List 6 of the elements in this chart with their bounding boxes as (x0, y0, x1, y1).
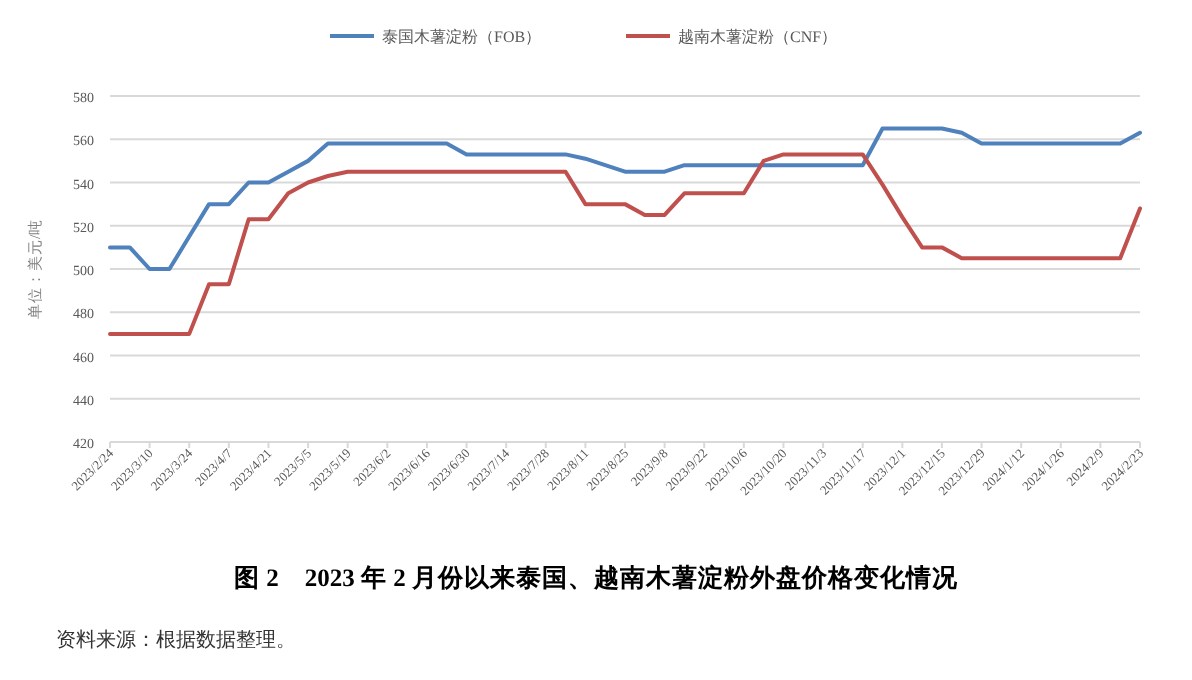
legend-label: 越南木薯淀粉（CNF） (678, 28, 838, 46)
text: 图 2 2023 年 2 月份以来泰国、越南木薯淀粉外盘价格变化情况 (234, 562, 960, 592)
legend-label: 泰国木薯淀粉（FOB） (382, 28, 542, 46)
line-series (108, 126, 1142, 271)
line-series (108, 152, 1142, 336)
text: 资料来源：根据数据整理。 (56, 628, 296, 652)
